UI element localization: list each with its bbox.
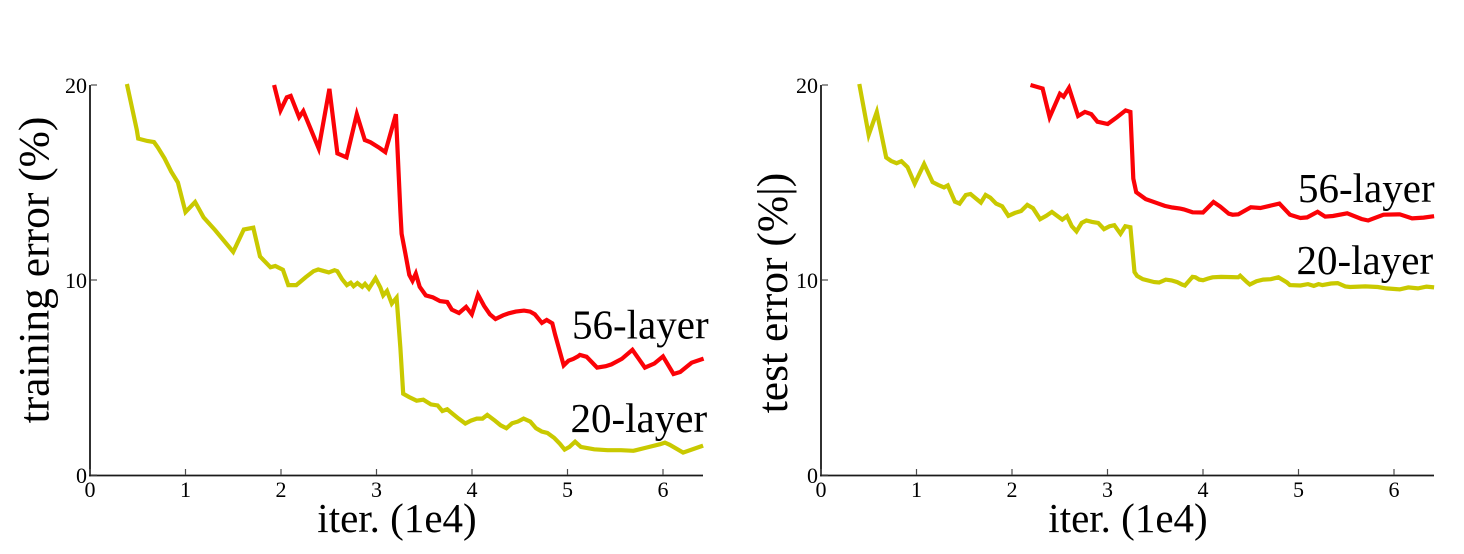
- svg-text:3: 3: [1102, 477, 1113, 502]
- svg-text:0: 0: [807, 463, 818, 488]
- svg-text:4: 4: [467, 477, 478, 502]
- svg-text:training error (%): training error (%): [11, 117, 59, 424]
- svg-text:2: 2: [1007, 477, 1018, 502]
- svg-text:5: 5: [1293, 477, 1304, 502]
- svg-text:20: 20: [796, 73, 818, 98]
- svg-text:20: 20: [65, 73, 87, 98]
- svg-text:5: 5: [562, 477, 573, 502]
- svg-text:0: 0: [76, 463, 87, 488]
- svg-text:3: 3: [371, 477, 382, 502]
- svg-text:test error (%|): test error (%|): [749, 173, 797, 414]
- svg-text:1: 1: [911, 477, 922, 502]
- svg-text:iter. (1e4): iter. (1e4): [1048, 495, 1207, 541]
- svg-text:iter. (1e4): iter. (1e4): [317, 495, 476, 541]
- svg-text:2: 2: [276, 477, 287, 502]
- svg-text:56-layer: 56-layer: [572, 302, 709, 348]
- svg-text:0: 0: [85, 477, 96, 502]
- svg-text:10: 10: [796, 268, 818, 293]
- svg-text:10: 10: [65, 268, 87, 293]
- svg-text:20-layer: 20-layer: [1297, 237, 1434, 283]
- svg-text:1: 1: [180, 477, 191, 502]
- svg-text:4: 4: [1198, 477, 1209, 502]
- svg-text:6: 6: [658, 477, 669, 502]
- svg-text:56-layer: 56-layer: [1298, 165, 1435, 211]
- svg-text:20-layer: 20-layer: [571, 395, 708, 441]
- svg-text:0: 0: [816, 477, 827, 502]
- svg-text:6: 6: [1389, 477, 1400, 502]
